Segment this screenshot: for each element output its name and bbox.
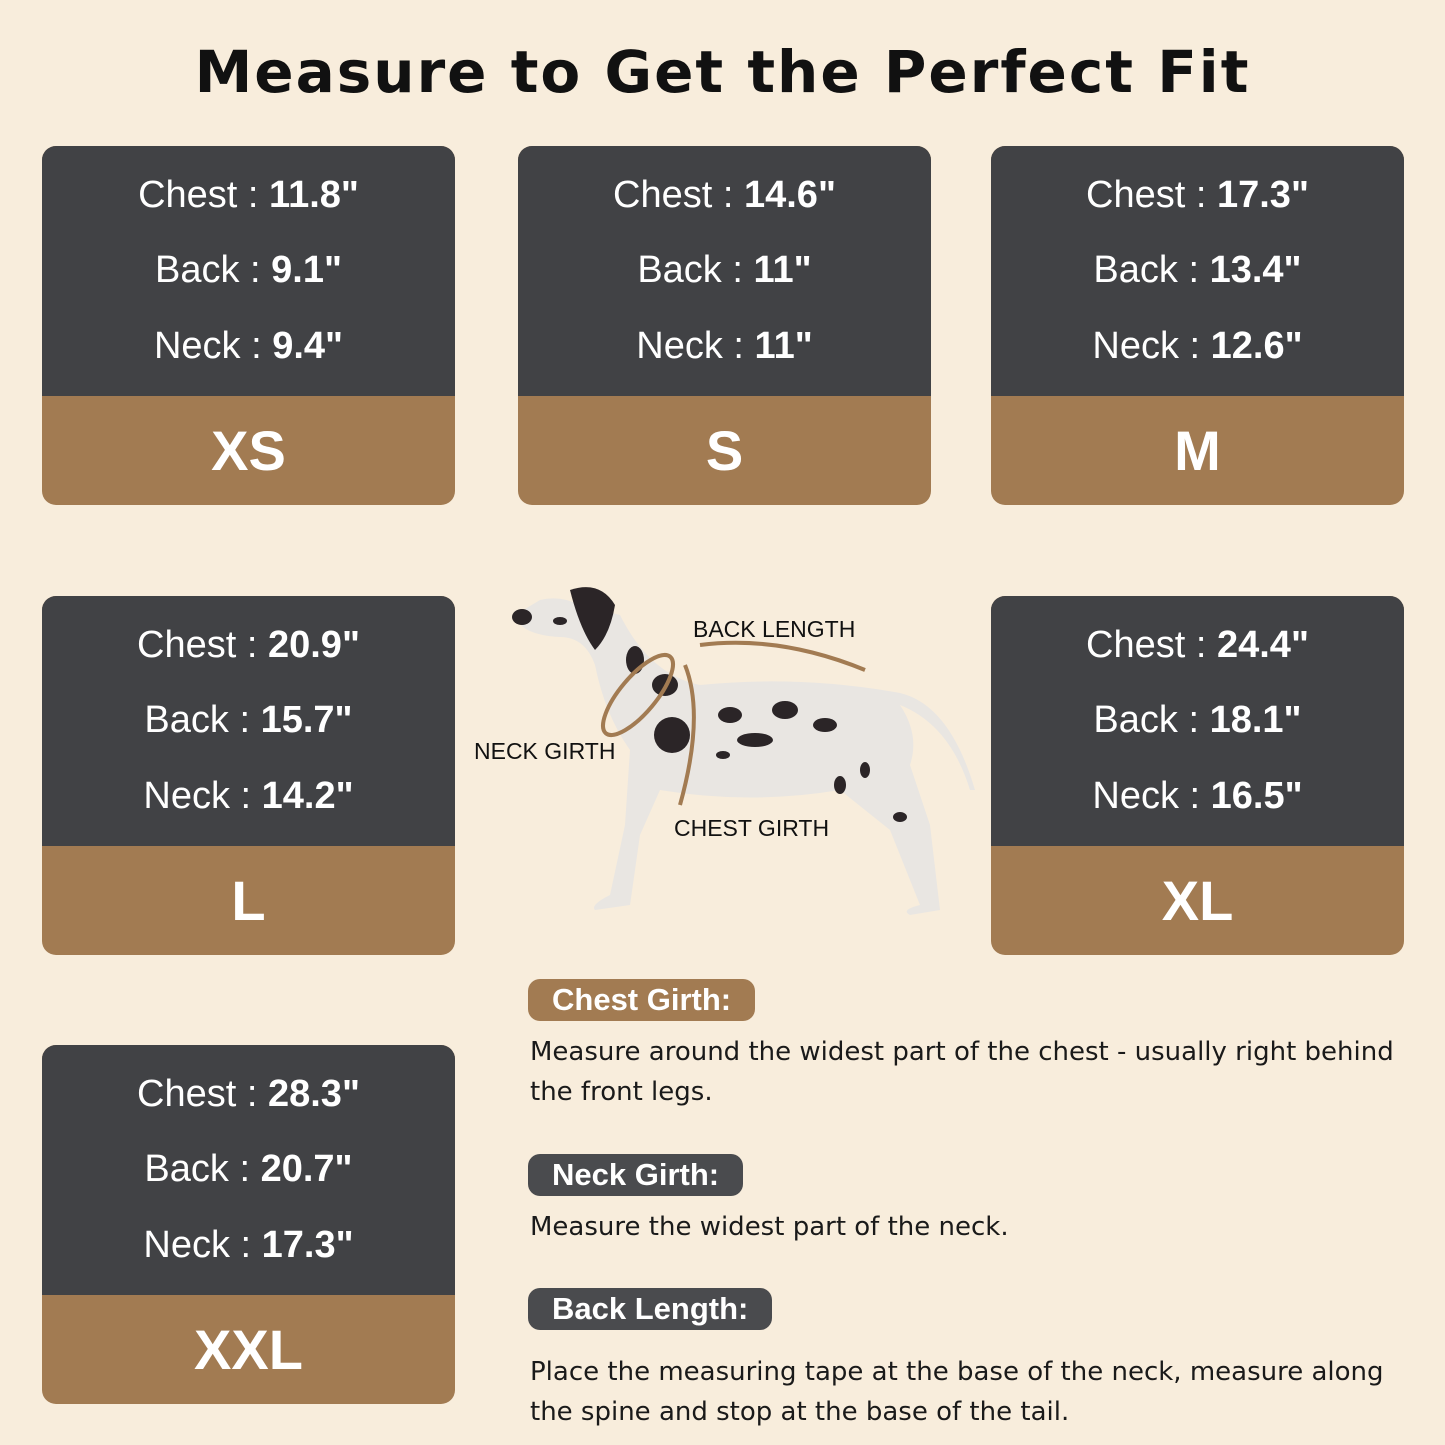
back-value: 20.7" xyxy=(260,1148,353,1191)
neck-girth-tag: Neck Girth: xyxy=(528,1154,744,1196)
chest-measurement: Chest : 28.3" xyxy=(137,1073,360,1116)
chest-measurement: Chest : 14.6" xyxy=(613,174,836,217)
measurements-panel: Chest : 24.4" Back : 18.1" Neck : 16.5" xyxy=(991,596,1404,846)
chest-label: Chest : xyxy=(137,624,268,667)
measurements-panel: Chest : 17.3" Back : 13.4" Neck : 12.6" xyxy=(991,146,1404,396)
chest-value: 11.8" xyxy=(269,174,359,217)
size-label: M xyxy=(1174,419,1221,482)
back-label: Back : xyxy=(144,1148,261,1191)
size-card: Chest : 14.6" Back : 11" Neck : 11" S xyxy=(518,146,931,505)
neck-value: 11" xyxy=(754,324,813,367)
neck-label: Neck : xyxy=(636,324,755,367)
chest-value: 17.3" xyxy=(1216,174,1309,217)
size-label: XS xyxy=(211,419,286,482)
chest-label: Chest : xyxy=(613,174,744,217)
chest-value: 24.4" xyxy=(1216,624,1309,667)
measurements-panel: Chest : 14.6" Back : 11" Neck : 11" xyxy=(518,146,931,396)
neck-value: 14.2" xyxy=(261,774,354,817)
chest-value: 28.3" xyxy=(267,1073,360,1116)
back-value: 11" xyxy=(753,249,812,292)
size-card: Chest : 17.3" Back : 13.4" Neck : 12.6" M xyxy=(991,146,1404,505)
back-label: Back : xyxy=(155,249,272,292)
neck-value: 9.4" xyxy=(272,324,344,367)
back-length-tag: Back Length: xyxy=(528,1288,773,1330)
back-length-description: Place the measuring tape at the base of … xyxy=(530,1357,1384,1427)
size-label: L xyxy=(231,869,266,932)
size-card: Chest : 20.9" Back : 15.7" Neck : 14.2" L xyxy=(42,596,455,955)
neck-label: Neck : xyxy=(1092,324,1211,367)
chest-value: 14.6" xyxy=(743,174,836,217)
back-measurement: Back : 9.1" xyxy=(155,249,342,292)
size-card: Chest : 24.4" Back : 18.1" Neck : 16.5" XL xyxy=(991,596,1404,955)
back-label: Back : xyxy=(144,699,261,742)
neck-measurement: Neck : 16.5" xyxy=(1092,775,1302,818)
back-label: Back : xyxy=(1093,699,1210,742)
neck-label: Neck : xyxy=(143,1223,262,1266)
measurements-panel: Chest : 11.8" Back : 9.1" Neck : 9.4" xyxy=(42,146,455,396)
neck-label: Neck : xyxy=(1092,774,1211,817)
neck-value: 17.3" xyxy=(261,1223,354,1266)
back-value: 9.1" xyxy=(271,249,342,292)
page-title: Measure to Get the Perfect Fit xyxy=(194,38,1251,106)
neck-label: Neck : xyxy=(153,324,273,367)
size-label: XL xyxy=(1161,869,1234,932)
chest-girth-description: Measure around the widest part of the ch… xyxy=(530,1037,1394,1107)
neck-girth-description: Measure the widest part of the neck. xyxy=(530,1212,1009,1242)
back-value: 18.1" xyxy=(1209,699,1302,742)
back-measurement: Back : 15.7" xyxy=(144,699,352,742)
back-label: Back : xyxy=(1093,249,1210,292)
neck-value: 16.5" xyxy=(1210,774,1303,817)
size-card: Chest : 28.3" Back : 20.7" Neck : 17.3" XXL xyxy=(42,1045,455,1404)
dalmatian-illustration xyxy=(512,587,975,915)
back-measurement: Back : 13.4" xyxy=(1093,249,1301,292)
size-label: XXL xyxy=(194,1318,303,1381)
chest-value: 20.9" xyxy=(267,624,360,667)
chest-measurement: Chest : 20.9" xyxy=(137,624,360,667)
back-label: Back : xyxy=(637,249,754,292)
back-measurement: Back : 11" xyxy=(637,249,811,292)
neck-measurement: Neck : 17.3" xyxy=(143,1224,353,1267)
neck-measurement: Neck : 12.6" xyxy=(1092,325,1302,368)
neck-label: Neck : xyxy=(143,774,262,817)
measurements-panel: Chest : 28.3" Back : 20.7" Neck : 17.3" xyxy=(42,1045,455,1295)
back-value: 15.7" xyxy=(260,699,353,742)
neck-value: 12.6" xyxy=(1210,324,1303,367)
back-length-label: BACK LENGTH xyxy=(693,616,856,642)
neck-measurement: Neck : 14.2" xyxy=(143,775,353,818)
measurements-panel: Chest : 20.9" Back : 15.7" Neck : 14.2" xyxy=(42,596,455,846)
back-measurement: Back : 20.7" xyxy=(144,1148,352,1191)
chest-label: Chest : xyxy=(1086,624,1217,667)
chest-girth-tag: Chest Girth: xyxy=(528,979,756,1021)
neck-measurement: Neck : 11" xyxy=(636,325,812,368)
size-label: S xyxy=(705,419,744,482)
chest-measurement: Chest : 17.3" xyxy=(1086,174,1309,217)
back-measurement: Back : 18.1" xyxy=(1093,699,1301,742)
neck-measurement: Neck : 9.4" xyxy=(154,325,343,368)
back-value: 13.4" xyxy=(1209,249,1302,292)
chest-label: Chest : xyxy=(1086,174,1217,217)
chest-measurement: Chest : 11.8" xyxy=(138,174,359,217)
chest-measurement: Chest : 24.4" xyxy=(1086,624,1309,667)
neck-girth-label: NECK GIRTH xyxy=(474,738,616,764)
chest-girth-label: CHEST GIRTH xyxy=(674,815,830,841)
chest-label: Chest : xyxy=(137,1073,268,1116)
chest-label: Chest : xyxy=(138,174,270,217)
size-card: Chest : 11.8" Back : 9.1" Neck : 9.4" XS xyxy=(42,146,455,505)
